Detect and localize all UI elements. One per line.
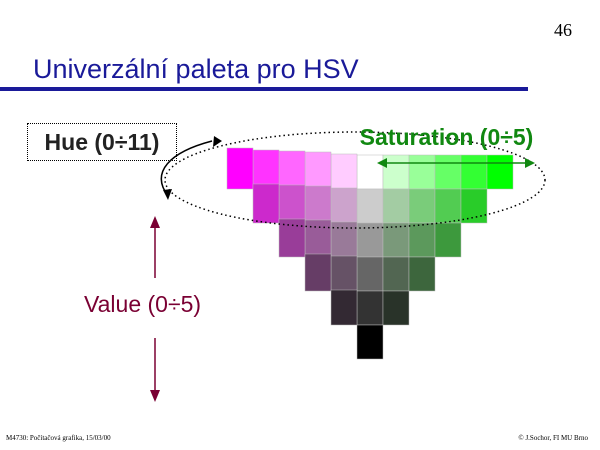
- magenta-cell-s1-v2: [330, 255, 358, 292]
- green-cell-s4-v5: [460, 154, 488, 190]
- green-cell-s1-v2: [382, 256, 410, 292]
- magenta-cell-s4-v4: [252, 183, 280, 224]
- hue-label: Hue (0÷11): [27, 123, 177, 161]
- gray-cell-v3: [356, 222, 384, 258]
- value-label: Value (0÷5): [84, 291, 202, 317]
- green-cell-s1-v5: [382, 154, 410, 190]
- saturation-label: Saturation (0÷5): [359, 124, 534, 150]
- hue-arrow-tail: [163, 189, 172, 200]
- green-cell-s2-v2: [408, 256, 436, 292]
- magenta-cell-s1-v1: [330, 289, 358, 326]
- hue-arrow-head: [213, 136, 222, 147]
- green-cell-s2-v3: [408, 222, 436, 258]
- saturation-arrow-right-head: [525, 158, 535, 168]
- magenta-cell-s4-v5: [252, 149, 280, 190]
- gray-cell-v2: [356, 256, 384, 292]
- magenta-cell-s2-v4: [304, 185, 332, 224]
- value-arrow-down-head: [150, 390, 160, 402]
- gray-cell-v0: [356, 324, 384, 360]
- title-divider: [0, 87, 528, 91]
- green-cell-s4-v4: [460, 188, 488, 224]
- green-cell-s1-v4: [382, 188, 410, 224]
- palette-cells: [226, 147, 514, 360]
- magenta-cell-s3-v4: [278, 184, 306, 224]
- green-cell-s3-v3: [434, 222, 462, 258]
- magenta-cell-s2-v5: [304, 151, 332, 190]
- green-cell-s3-v4: [434, 188, 462, 224]
- magenta-cell-s1-v4: [330, 187, 358, 224]
- magenta-cell-s1-v5: [330, 153, 358, 190]
- green-cell-s2-v5: [408, 154, 436, 190]
- green-cell-s3-v5: [434, 154, 462, 190]
- footer-course: M4730: Počítačová grafika, 15/03/00: [6, 434, 111, 442]
- green-cell-s1-v3: [382, 222, 410, 258]
- green-cell-s5-v5: [486, 154, 514, 190]
- green-cell-s1-v1: [382, 290, 410, 326]
- gray-cell-v5: [356, 154, 384, 190]
- slide-title: Univerzální paleta pro HSV: [33, 54, 359, 84]
- value-arrow-up-head: [150, 216, 160, 228]
- green-cell-s2-v4: [408, 188, 436, 224]
- magenta-cell-s3-v5: [278, 150, 306, 190]
- magenta-cell-s2-v3: [304, 219, 332, 258]
- page-number: 46: [554, 20, 572, 40]
- magenta-cell-s5-v5: [226, 147, 254, 190]
- magenta-cell-s1-v3: [330, 221, 358, 258]
- magenta-cell-s2-v2: [304, 253, 332, 292]
- footer-author: © J.Sochor, FI MU Brno: [518, 434, 588, 442]
- hue-rotation-arc: [160, 140, 213, 197]
- hue-rotation-ellipse: [164, 131, 546, 229]
- saturation-arrow-left-head: [377, 158, 387, 168]
- magenta-cell-s3-v3: [278, 218, 306, 258]
- gray-cell-v4: [356, 188, 384, 224]
- gray-cell-v1: [356, 290, 384, 326]
